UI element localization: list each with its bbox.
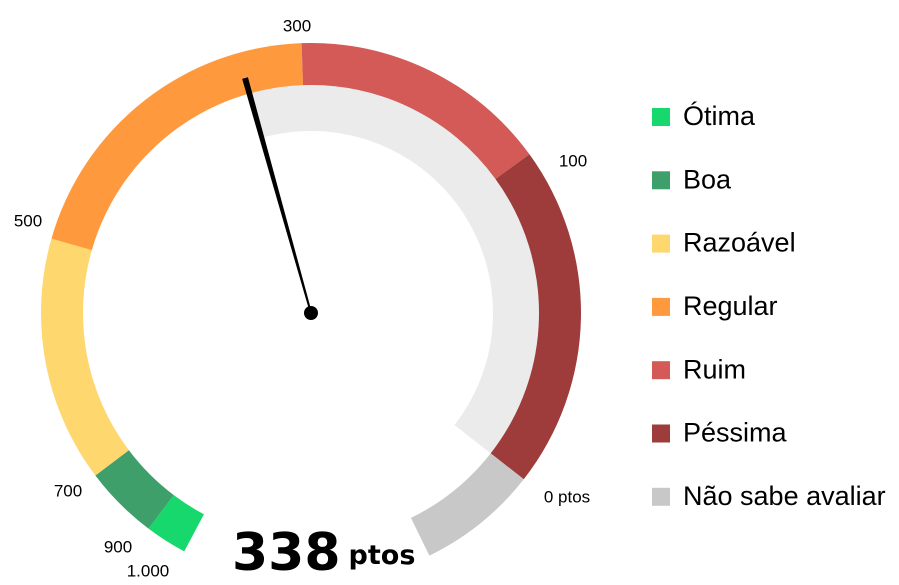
gauge-segment [301,43,530,179]
gauge-segment [95,450,174,529]
tick-label: 0 ptos [544,487,590,506]
legend-swatch [652,108,670,126]
legend-swatch [652,361,670,380]
needle [242,77,312,314]
needle-hub [304,306,318,320]
progress-arc [249,85,539,454]
gauge-segment [148,495,204,552]
tick-label: 900 [104,537,132,556]
gauge-segment [51,43,304,251]
legend-label: Ótima [683,100,756,131]
legend-label: Não sabe avaliar [683,481,886,511]
gauge-segment [410,453,524,556]
gauge-value: 338 [232,523,341,583]
tick-label: 100 [559,151,587,170]
legend-swatch [652,487,670,506]
legend-swatch [652,297,670,316]
gauge-readout: 338 ptos [232,523,415,583]
legend-label: Razoável [683,228,796,258]
legend-label: Regular [683,291,778,321]
tick-label: 300 [283,16,311,35]
legend-label: Péssima [683,418,788,448]
legend-label: Ruim [683,354,746,384]
legend-swatch [652,171,670,190]
legend-label: Boa [683,164,732,194]
gauge-segment [490,154,581,480]
tick-label: 1.000 [127,561,170,580]
tick-label: 500 [14,211,42,230]
gauge-segment [41,238,129,476]
gauge-unit: ptos [349,540,416,571]
legend-swatch [652,424,670,443]
legend-swatch [652,234,670,253]
tick-label: 700 [54,481,82,500]
